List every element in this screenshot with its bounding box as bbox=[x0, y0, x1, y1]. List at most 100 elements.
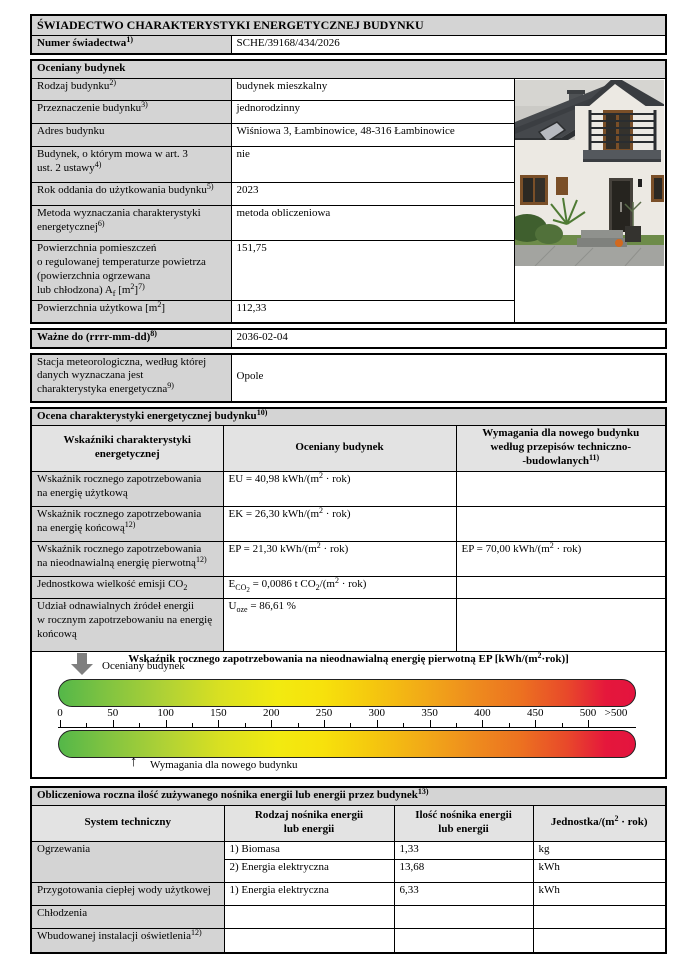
lighting-carrier bbox=[223, 928, 395, 954]
ek-indicator-label: Wskaźnik rocznego zapotrzebowania na ener… bbox=[30, 506, 224, 543]
ep-indicator-value: EP = 21,30 kWh/(m2 · rok) bbox=[222, 541, 457, 578]
heating-amount-2: 13,68 bbox=[393, 859, 534, 884]
lighting-system-label: Wbudowanej instalacji oświetlenia12) bbox=[30, 928, 225, 954]
weather-station-value: Opole bbox=[230, 353, 667, 403]
valid-until-table: Ważne do (rrrr-mm-dd)8) 2036-02-04 bbox=[30, 327, 667, 349]
heating-carrier-2: 2) Energia elektryczna bbox=[223, 859, 395, 884]
assessment-colhead-building: Oceniany budynek bbox=[222, 425, 457, 473]
hot-water-system-label: Przygotowania ciepłej wody użytkowej bbox=[30, 882, 225, 907]
ep-axis: 0 50 100 150 200 250 300 350 400 450 500 >500 bbox=[32, 707, 665, 729]
weather-station-label: Stacja meteorologiczna, według której dan… bbox=[30, 353, 232, 403]
building-ep-marker-label: Oceniany budynek bbox=[102, 660, 185, 673]
building-method-value: metoda obliczeniowa bbox=[230, 205, 515, 242]
ek-indicator-requirement bbox=[455, 506, 667, 543]
axis-overflow-label: >500 bbox=[604, 707, 628, 720]
renewables-share-requirement bbox=[455, 598, 667, 653]
energy-certificate-document: ŚWIADECTWO CHARAKTERYSTYKI ENERGETYCZNEJ… bbox=[30, 14, 668, 958]
cooling-carrier bbox=[223, 905, 395, 930]
cooling-system-label: Chłodzenia bbox=[30, 905, 225, 930]
ep-scale-chart-cell: Wskaźnik rocznego zapotrzebowania na nie… bbox=[30, 651, 667, 779]
table-row: 2) Energia elektryczna 13,68 kWh bbox=[31, 859, 667, 884]
axis-tick-label: 400 bbox=[474, 707, 491, 720]
building-method-label: Metoda wyznaczania charakterystyki energe… bbox=[30, 205, 232, 242]
valid-until-label: Ważne do (rrrr-mm-dd)8) bbox=[30, 328, 232, 349]
lighting-unit bbox=[532, 928, 667, 954]
building-type-label: Rodzaj budynku2) bbox=[30, 78, 232, 102]
assessment-colhead-indicators: Wskaźniki charakterystyki energetycznej bbox=[30, 425, 224, 473]
table-row: Ogrzewania 1) Biomasa 1,33 kg bbox=[30, 841, 667, 884]
eu-indicator-requirement bbox=[455, 471, 667, 508]
ep-gradient-bar-bottom bbox=[58, 730, 636, 759]
heating-amount-1: 1,33 bbox=[393, 841, 534, 861]
ep-gradient-bar-top bbox=[58, 679, 636, 708]
ep-scale-chart: Wskaźnik rocznego zapotrzebowania na nie… bbox=[32, 651, 665, 778]
building-year-label: Rok oddania do użytkowania budynku5) bbox=[30, 182, 232, 207]
certificate-number-table: ŚWIADECTWO CHARAKTERYSTYKI ENERGETYCZNEJ… bbox=[30, 14, 668, 56]
consumption-colhead-amount: Ilość nośnika energii lub energii bbox=[393, 805, 534, 843]
weather-station-table: Stacja meteorologiczna, według której dan… bbox=[30, 352, 667, 403]
heating-system-label: Ogrzewania bbox=[30, 841, 225, 884]
eu-indicator-label: Wskaźnik rocznego zapotrzebowania na ener… bbox=[30, 471, 224, 508]
requirement-ep-marker-arrow-icon: ↑ bbox=[129, 754, 138, 771]
table-row: Przygotowania ciepłej wody użytkowej 1) … bbox=[30, 882, 667, 907]
consumption-section-header: Obliczeniowa roczna ilość zużywanego noś… bbox=[30, 786, 667, 807]
building-heated-area-value: 151,75 bbox=[230, 240, 515, 302]
building-purpose-value: jednorodzinny bbox=[230, 100, 515, 125]
consumption-table: Obliczeniowa roczna ilość zużywanego noś… bbox=[30, 786, 667, 954]
heating-carrier-1: 1) Biomasa bbox=[223, 841, 395, 861]
ep-indicator-label: Wskaźnik rocznego zapotrzebowania na nieo… bbox=[30, 541, 224, 578]
hot-water-amount: 6,33 bbox=[393, 882, 534, 907]
valid-until-value: 2036-02-04 bbox=[230, 328, 667, 349]
building-year-value: 2023 bbox=[230, 182, 515, 207]
ep-indicator-requirement: EP = 70,00 kWh/(m2 · rok) bbox=[455, 541, 667, 578]
building-usable-area-label: Powierzchnia użytkowa [m2] bbox=[30, 300, 232, 324]
axis-tick-label: 450 bbox=[526, 707, 544, 720]
ep-axis-line bbox=[58, 727, 636, 729]
assessment-section-header: Ocena charakterystyki energetycznej budy… bbox=[30, 407, 667, 427]
building-info-table: Oceniany budynek Rodzaj budynku2) budyne… bbox=[30, 59, 668, 324]
co2-emission-value: ECO2 = 0,0086 t CO2/(m2 · rok) bbox=[222, 576, 457, 600]
building-type-value: budynek mieszkalny bbox=[230, 78, 515, 102]
axis-tick-label: 100 bbox=[157, 707, 174, 720]
building-purpose-label: Przeznaczenie budynku3) bbox=[30, 100, 232, 125]
consumption-colhead-unit: Jednostka/(m2 · rok) bbox=[532, 805, 667, 843]
table-row: Wbudowanej instalacji oświetlenia12) bbox=[30, 928, 667, 954]
axis-tick-label: 300 bbox=[368, 707, 386, 720]
building-address-label: Adres budynku bbox=[30, 123, 232, 148]
ek-indicator-value: EK = 26,30 kWh/(m2 · rok) bbox=[222, 506, 457, 543]
document-title: ŚWIADECTWO CHARAKTERYSTYKI ENERGETYCZNEJ… bbox=[30, 14, 667, 37]
lighting-amount bbox=[393, 928, 534, 954]
hot-water-unit: kWh bbox=[532, 882, 667, 907]
building-art3-value: nie bbox=[230, 146, 515, 184]
consumption-colhead-carrier: Rodzaj nośnika energii lub energii bbox=[223, 805, 395, 843]
building-ep-marker-arrow-icon bbox=[71, 653, 94, 676]
cooling-amount bbox=[393, 905, 534, 930]
building-art3-label: Budynek, o którym mowa w art. 3 ust. 2 us… bbox=[30, 146, 232, 184]
axis-tick-label: 250 bbox=[315, 707, 333, 720]
cooling-unit bbox=[532, 905, 667, 930]
assessment-table: Ocena charakterystyki energetycznej budy… bbox=[30, 406, 668, 780]
building-heated-area-label: Powierzchnia pomieszczeń o regulowanej te… bbox=[30, 240, 232, 302]
hot-water-carrier: 1) Energia elektryczna bbox=[223, 882, 395, 907]
renewables-share-label: Udział odnawialnych źródeł energii w rocz… bbox=[30, 598, 224, 653]
certificate-number-label: Numer świadectwa1) bbox=[30, 35, 232, 55]
building-photo bbox=[515, 80, 665, 267]
building-address-value: Wiśniowa 3, Łambinowice, 48-316 Łambinow… bbox=[230, 123, 515, 148]
axis-tick-label: 500 bbox=[579, 707, 597, 720]
axis-tick-label: 150 bbox=[210, 707, 227, 720]
co2-emission-label: Jednostkowa wielkość emisji CO2 bbox=[30, 576, 224, 600]
co2-emission-requirement bbox=[455, 576, 667, 600]
ep-chart-title: Wskaźnik rocznego zapotrzebowania na nie… bbox=[128, 651, 569, 666]
consumption-colhead-system: System techniczny bbox=[30, 805, 225, 843]
renewables-share-value: Uoze = 86,61 % bbox=[222, 598, 457, 653]
axis-tick-label: 50 bbox=[107, 707, 119, 720]
eu-indicator-value: EU = 40,98 kWh/(m2 · rok) bbox=[222, 471, 457, 508]
assessment-colhead-requirements: Wymagania dla nowego budynku według przep… bbox=[455, 425, 667, 473]
requirement-ep-marker-label: Wymagania dla nowego budynku bbox=[150, 759, 298, 772]
axis-tick-label: 200 bbox=[262, 707, 280, 720]
certificate-number-value: SCHE/39168/434/2026 bbox=[230, 35, 667, 55]
building-section-header: Oceniany budynek bbox=[30, 59, 667, 80]
axis-tick-label: 350 bbox=[421, 707, 438, 720]
heating-unit-2: kWh bbox=[532, 859, 667, 884]
building-photo-cell bbox=[513, 78, 667, 324]
